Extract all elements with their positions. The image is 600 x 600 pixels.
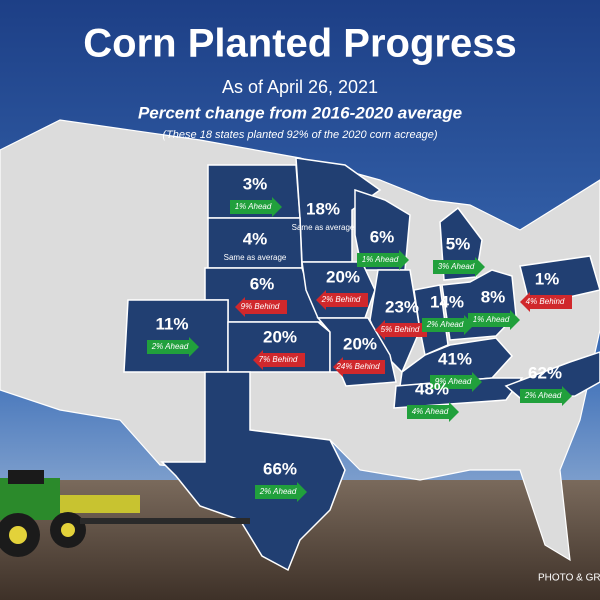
change-arrow bbox=[520, 386, 572, 406]
change-arrow bbox=[430, 372, 482, 392]
state-change: 5% Behind bbox=[381, 325, 420, 334]
state-percent: 48% bbox=[415, 379, 449, 398]
state-percent: 1% bbox=[535, 269, 560, 288]
state-percent: 3% bbox=[243, 174, 268, 193]
change-arrow bbox=[468, 310, 520, 330]
state-percent: 41% bbox=[438, 349, 472, 368]
state-shapes bbox=[123, 157, 600, 572]
state-percent: 11% bbox=[155, 314, 188, 333]
state-change: 1% Ahead bbox=[362, 255, 399, 264]
state-percent: 6% bbox=[370, 227, 395, 246]
credit: PHOTO & GRA bbox=[538, 573, 600, 584]
state-change: Same as average bbox=[292, 223, 355, 232]
change-arrow bbox=[422, 315, 474, 335]
subtitle: As of April 26, 2021 bbox=[222, 77, 378, 97]
state-change: 9% Behind bbox=[241, 302, 280, 311]
description: Percent change from 2016-2020 average bbox=[138, 103, 462, 122]
change-arrow bbox=[316, 290, 368, 310]
change-arrow bbox=[407, 402, 459, 422]
state-change: 1% Ahead bbox=[473, 315, 510, 324]
state-percent: 18% bbox=[306, 199, 340, 218]
state-percent: 8% bbox=[481, 287, 506, 306]
state-change: 2% Behind bbox=[321, 295, 361, 304]
tractor bbox=[0, 470, 250, 557]
change-arrow bbox=[253, 350, 305, 370]
state-percent: 14% bbox=[430, 292, 464, 311]
state-change: 3% Ahead bbox=[438, 262, 475, 271]
state-percent: 20% bbox=[263, 327, 297, 346]
change-arrow bbox=[520, 292, 572, 312]
note: (These 18 states planted 92% of the 2020… bbox=[162, 129, 438, 141]
change-arrow bbox=[255, 482, 307, 502]
state-change: 2% Ahead bbox=[259, 487, 297, 496]
state-percent: 20% bbox=[326, 267, 360, 286]
change-arrow bbox=[375, 320, 427, 340]
change-arrow bbox=[433, 257, 485, 277]
state-change: 2% Ahead bbox=[426, 320, 464, 329]
state-percent: 23% bbox=[385, 297, 419, 316]
change-arrow bbox=[333, 357, 385, 377]
state-change: 4% Ahead bbox=[412, 407, 449, 416]
title: Corn Planted Progress bbox=[83, 22, 516, 66]
state-percent: 62% bbox=[528, 363, 562, 382]
state-change: 9% Ahead bbox=[435, 377, 472, 386]
state-change: 2% Ahead bbox=[524, 391, 562, 400]
state-change: 2% Ahead bbox=[151, 342, 189, 351]
state-change: 4% Behind bbox=[526, 297, 565, 306]
state-change: Same as average bbox=[224, 253, 287, 262]
state-percent: 66% bbox=[263, 459, 297, 478]
state-change: 24% Behind bbox=[335, 362, 380, 371]
change-arrow bbox=[230, 197, 282, 217]
change-arrow bbox=[235, 297, 287, 317]
state-change: 7% Behind bbox=[259, 355, 298, 364]
state-percent: 6% bbox=[250, 274, 275, 293]
state-percent: 5% bbox=[446, 234, 471, 253]
change-arrow bbox=[357, 250, 409, 270]
state-change: 1% Ahead bbox=[235, 202, 272, 211]
state-percent: 4% bbox=[243, 229, 268, 248]
change-arrow bbox=[147, 337, 199, 357]
state-percent: 20% bbox=[343, 334, 377, 353]
